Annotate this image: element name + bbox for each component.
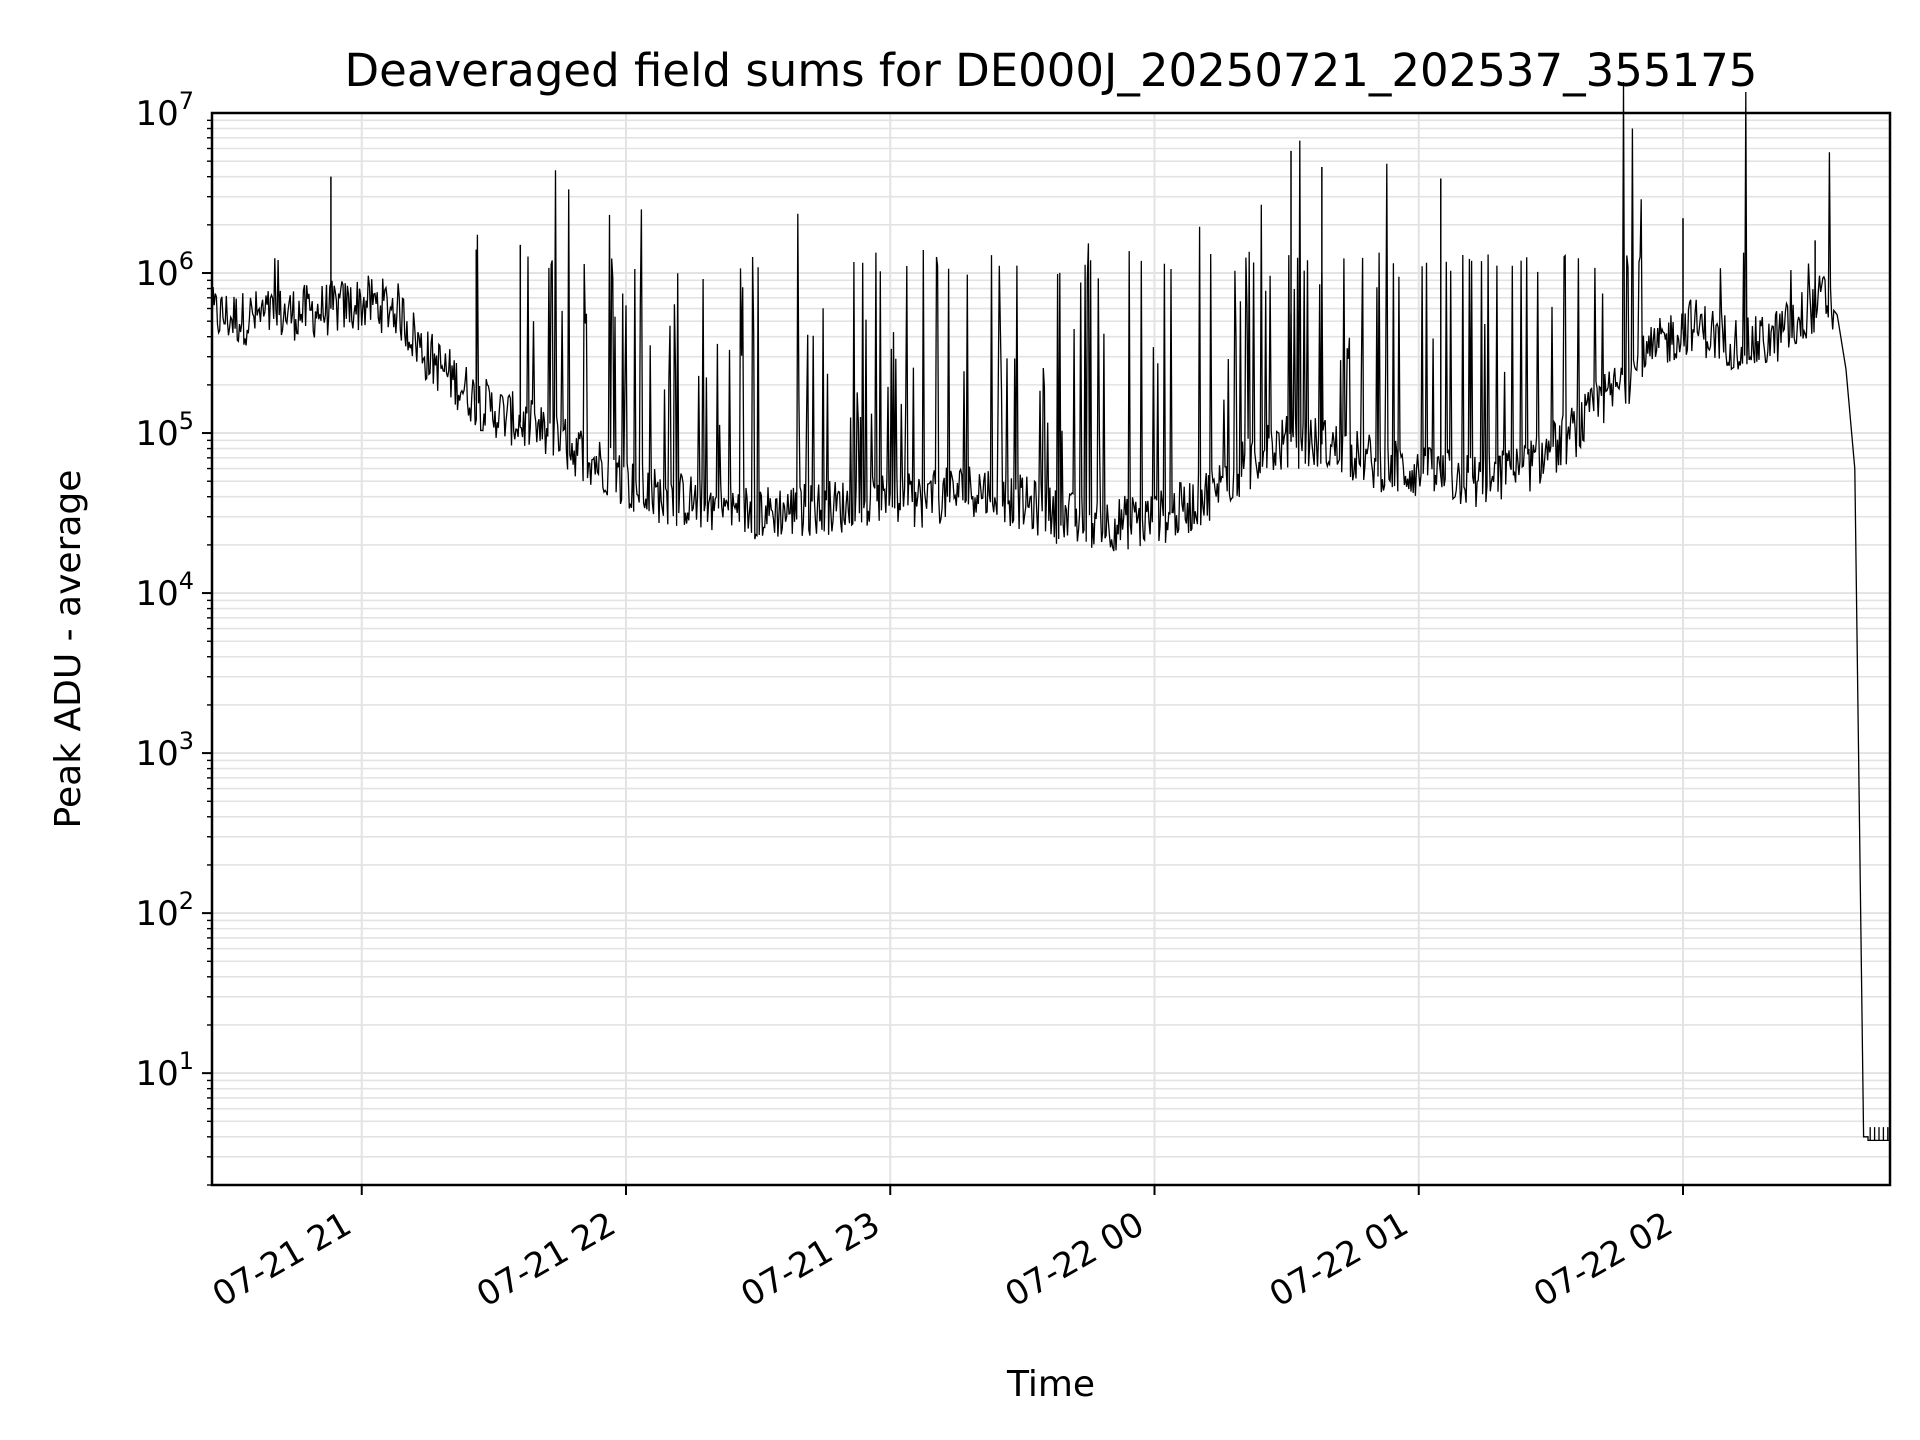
y-tick-label: 106: [135, 247, 194, 294]
y-tick-label: 104: [135, 567, 194, 614]
x-tick-label: 07-22 01: [1263, 1204, 1415, 1315]
y-axis-title: Peak ADU - average: [48, 470, 89, 829]
chart-title: Deaveraged field sums for DE000J_2025072…: [345, 44, 1758, 97]
y-tick-label: 102: [135, 887, 194, 934]
x-tick-label: 07-21 23: [734, 1204, 886, 1315]
x-axis-title: Time: [1006, 1364, 1095, 1405]
x-tick-label: 07-22 00: [999, 1204, 1151, 1315]
plot-frame: [210, 111, 1892, 1187]
series-line: [211, 81, 1890, 1142]
y-tick-label: 101: [135, 1047, 194, 1094]
y-tick-label: 103: [135, 727, 194, 774]
x-tick-label: 07-22 02: [1527, 1204, 1679, 1315]
x-tick-label: 07-21 21: [206, 1204, 358, 1315]
y-tick-label: 107: [135, 87, 194, 134]
y-tick-label: 105: [135, 407, 194, 454]
grid-lines: [212, 113, 1890, 1186]
x-tick-label: 07-21 22: [470, 1204, 622, 1315]
data-series: [211, 81, 1890, 1142]
